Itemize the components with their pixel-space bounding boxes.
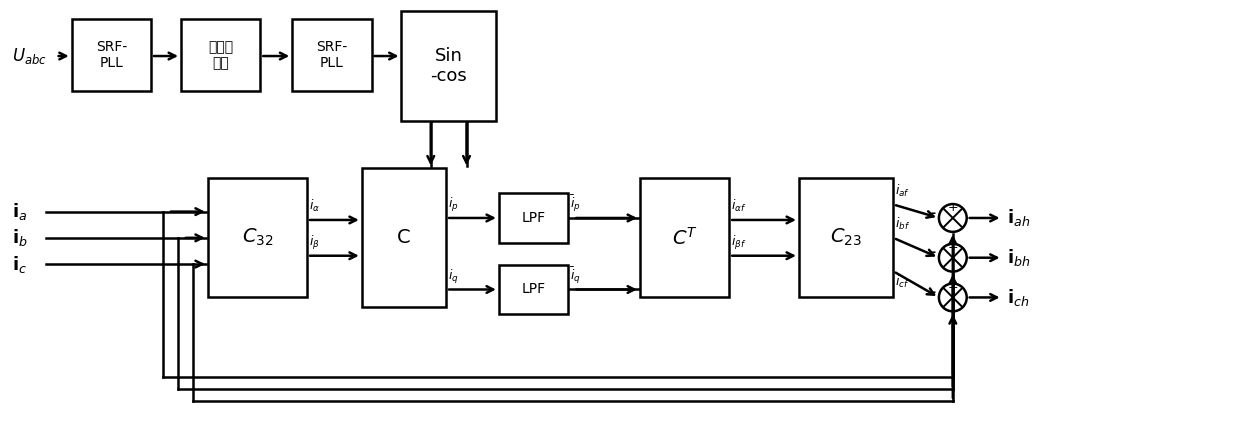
Bar xyxy=(499,193,569,243)
Text: $C_{23}$: $C_{23}$ xyxy=(830,227,862,248)
Text: $\mathbf{i}_a$: $\mathbf{i}_a$ xyxy=(12,201,27,222)
Bar xyxy=(72,19,151,91)
Text: $i_p$: $i_p$ xyxy=(449,196,458,214)
Text: +: + xyxy=(948,241,958,254)
Text: $i_{bf}$: $i_{bf}$ xyxy=(896,216,911,232)
Bar xyxy=(362,168,446,308)
Bar xyxy=(499,265,569,314)
Text: $\bar{i}_q$: $\bar{i}_q$ xyxy=(570,265,581,286)
Text: $U_{abc}$: $U_{abc}$ xyxy=(12,46,47,66)
Text: $\mathbf{i}_{bh}$: $\mathbf{i}_{bh}$ xyxy=(1007,247,1031,268)
Text: $i_\alpha$: $i_\alpha$ xyxy=(309,198,320,214)
Text: C: C xyxy=(398,228,410,248)
Text: $\mathbf{i}_b$: $\mathbf{i}_b$ xyxy=(12,227,27,248)
Text: $i_\beta$: $i_\beta$ xyxy=(309,234,320,252)
Text: $\mathbf{i}_c$: $\mathbf{i}_c$ xyxy=(12,253,27,275)
Bar xyxy=(292,19,372,91)
Text: 自适应
滤波: 自适应 滤波 xyxy=(208,40,233,70)
Text: -: - xyxy=(930,286,935,299)
Bar xyxy=(181,19,260,91)
Text: +: + xyxy=(948,281,958,294)
Text: $C^{T}$: $C^{T}$ xyxy=(672,227,698,249)
Bar xyxy=(639,178,730,297)
Text: $i_q$: $i_q$ xyxy=(449,268,458,286)
Text: $\bar{i}_p$: $\bar{i}_p$ xyxy=(570,193,581,214)
Text: -: - xyxy=(930,207,935,219)
Bar xyxy=(401,12,496,121)
Bar xyxy=(208,178,307,297)
Text: +: + xyxy=(948,201,958,214)
Bar xyxy=(799,178,893,297)
Text: $i_{\alpha f}$: $i_{\alpha f}$ xyxy=(731,198,747,214)
Text: $i_{cf}$: $i_{cf}$ xyxy=(896,274,909,290)
Text: $i_{af}$: $i_{af}$ xyxy=(896,182,911,199)
Text: Sin
-cos: Sin -cos xyxy=(430,46,467,85)
Text: -: - xyxy=(930,246,935,259)
Text: $i_{\beta f}$: $i_{\beta f}$ xyxy=(731,234,747,252)
Text: LPF: LPF xyxy=(522,282,545,296)
Text: $\mathbf{i}_{ch}$: $\mathbf{i}_{ch}$ xyxy=(1007,287,1030,308)
Text: SRF-
PLL: SRF- PLL xyxy=(316,40,347,70)
Text: LPF: LPF xyxy=(522,211,545,225)
Text: SRF-
PLL: SRF- PLL xyxy=(95,40,126,70)
Text: $C_{32}$: $C_{32}$ xyxy=(242,227,273,248)
Text: $\mathbf{i}_{ah}$: $\mathbf{i}_{ah}$ xyxy=(1007,207,1031,228)
